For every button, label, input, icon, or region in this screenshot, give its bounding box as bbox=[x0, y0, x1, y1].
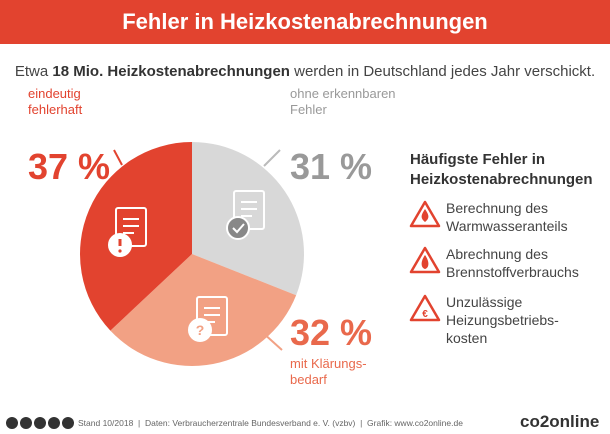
side-item: Abrechnung des Brennstoffverbrauchs bbox=[446, 246, 579, 280]
logo: co2online bbox=[520, 412, 600, 431]
svg-text:?: ? bbox=[196, 322, 205, 338]
category-label: ohne erkennbaren Fehler bbox=[290, 86, 396, 117]
subtitle: Etwa 18 Mio. Heizkostenabrechnungen werd… bbox=[0, 63, 610, 80]
side-title: Häufigste Fehler in Heizkostenabrechnung… bbox=[410, 151, 593, 188]
value-label: 32 % bbox=[290, 312, 373, 353]
slice-icons: ? bbox=[108, 190, 265, 342]
footer-source: Stand 10/2018 | Daten: Verbraucherzentra… bbox=[78, 418, 463, 428]
subtitle-highlight: 18 Mio. Heizkostenabrechnungen bbox=[52, 63, 290, 80]
pie-slice bbox=[79, 142, 192, 331]
pie bbox=[79, 142, 304, 366]
leader-lines bbox=[113, 149, 283, 351]
category-label: eindeutig fehlerhaft bbox=[28, 86, 83, 117]
value-label: 31 % bbox=[290, 146, 373, 187]
title: Fehler in Heizkostenabrechnungen bbox=[0, 0, 610, 44]
side-item: Unzulässige Heizungsbetriebs­kosten bbox=[446, 294, 559, 346]
value-label: 37 % bbox=[28, 146, 111, 187]
pie-slice bbox=[192, 142, 304, 296]
subtitle-text: Etwa bbox=[14, 63, 49, 80]
pie-slice bbox=[110, 254, 297, 366]
side-item: Berechnung des Warmwasseranteils bbox=[446, 200, 568, 234]
category-label: mit Klärungs­bedarf bbox=[290, 356, 367, 387]
subtitle-text: werden in Deutschland jedes Jahr verschi… bbox=[294, 63, 596, 80]
license-icons bbox=[6, 417, 74, 429]
warning-icons: € bbox=[409, 200, 441, 322]
svg-text:€: € bbox=[422, 309, 428, 320]
